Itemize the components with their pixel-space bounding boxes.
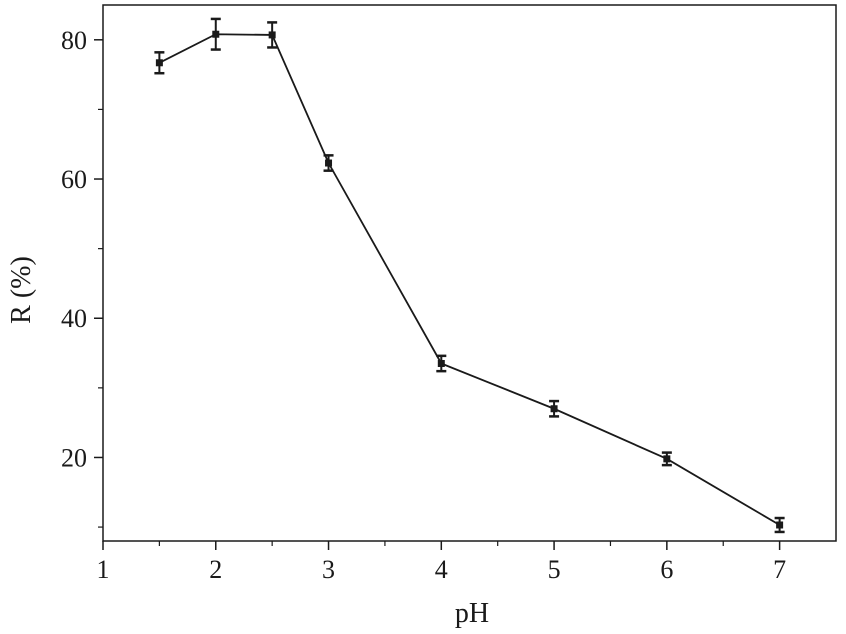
y-tick-label: 80 — [61, 26, 87, 55]
data-point — [437, 359, 445, 367]
x-axis-label: pH — [455, 598, 489, 629]
x-tick-label: 5 — [548, 555, 561, 584]
data-point — [268, 31, 276, 39]
data-point — [776, 521, 784, 529]
y-tick-label: 60 — [61, 165, 87, 194]
data-point — [663, 455, 671, 463]
data-point — [550, 405, 558, 413]
series-line — [158, 33, 781, 526]
plot-area — [102, 4, 837, 542]
x-tick-label: 7 — [773, 555, 786, 584]
y-axis: 20 40 60 80 — [61, 26, 103, 528]
series-layer — [154, 17, 785, 534]
data-point — [325, 159, 333, 167]
data-point — [212, 30, 220, 38]
y-tick-label: 40 — [61, 304, 87, 333]
data-point — [155, 59, 163, 67]
x-tick-label: 4 — [435, 555, 448, 584]
x-axis: 1 2 3 4 5 6 7 — [97, 541, 786, 584]
x-tick-label: 1 — [97, 555, 110, 584]
x-tick-label: 3 — [322, 555, 335, 584]
y-axis-label: R (%) — [6, 256, 37, 324]
plot-border — [102, 4, 837, 542]
x-tick-label: 2 — [209, 555, 222, 584]
x-tick-label: 6 — [660, 555, 673, 584]
y-tick-label: 20 — [61, 443, 87, 472]
